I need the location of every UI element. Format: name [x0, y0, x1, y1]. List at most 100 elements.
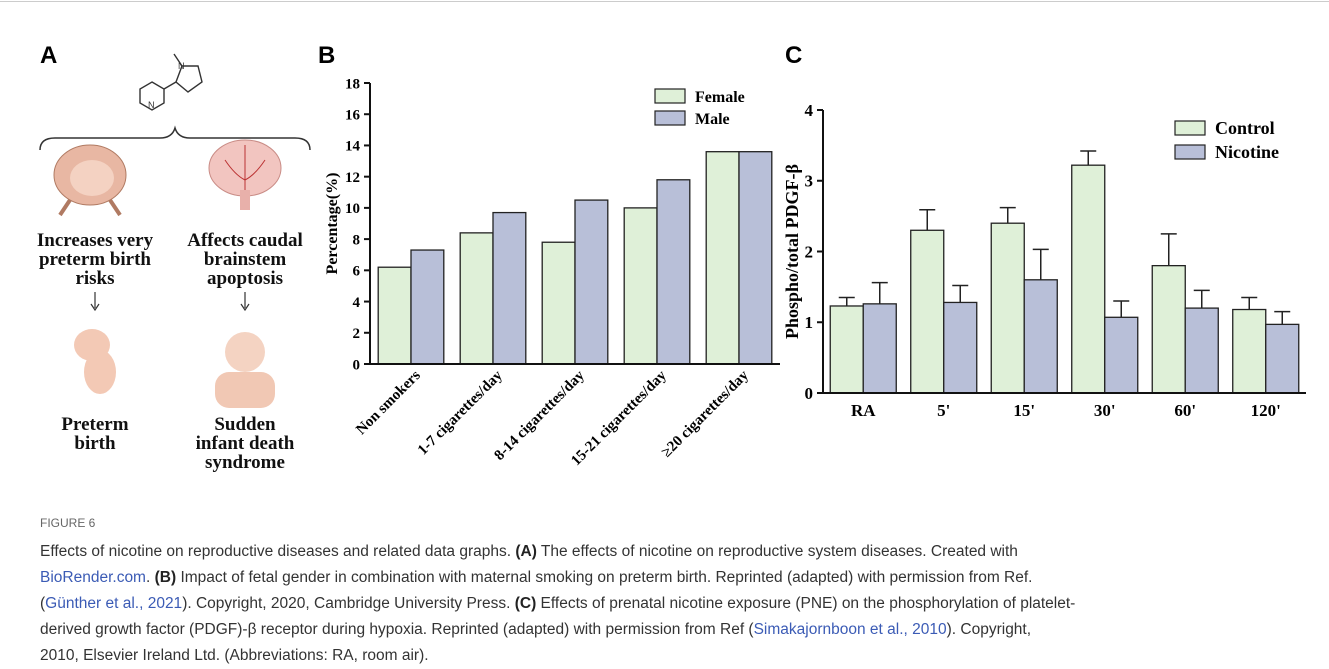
bar	[943, 301, 978, 394]
caption-link[interactable]: BioRender.com	[40, 569, 146, 586]
bar	[1104, 316, 1139, 394]
x-tick-label: 1-7 cigarettes/day	[415, 367, 506, 458]
caption-text: 2010, Elsevier Ireland Ltd. (Abbreviatio…	[40, 647, 429, 664]
figure-label: FIGURE 6	[40, 516, 96, 530]
legend-label: Nicotine	[1215, 142, 1279, 162]
fetus-icon	[74, 329, 116, 394]
caption-ref: (B)	[154, 569, 177, 586]
caption-link[interactable]: Günther et al., 2021	[45, 595, 183, 612]
x-tick-label: 30'	[1094, 401, 1116, 420]
panel-label: B	[318, 42, 335, 69]
y-tick-label: 0	[805, 384, 814, 403]
effect-text: apoptosis	[207, 268, 283, 289]
y-axis-label: Phospho/total PDGF-β	[782, 164, 802, 339]
x-tick-label: 60'	[1174, 401, 1196, 420]
bar	[738, 151, 773, 365]
error-bar	[919, 209, 936, 231]
caption-ref: (A)	[515, 543, 537, 560]
legend-swatch	[654, 110, 686, 126]
bar	[990, 222, 1025, 394]
bar	[862, 303, 897, 394]
y-tick-label: 2	[805, 242, 814, 261]
effect-text: preterm birth	[39, 249, 151, 270]
x-tick-label: RA	[851, 401, 876, 420]
y-tick-label: 4	[805, 101, 814, 120]
bar	[910, 229, 945, 394]
outcome-text: Sudden	[214, 414, 276, 435]
y-tick-label: 8	[353, 232, 361, 248]
bar	[492, 211, 527, 365]
effect-text: brainstem	[204, 249, 287, 270]
caption-line: derived growth factor (PDGF)-β receptor …	[40, 617, 1075, 643]
caption: FIGURE 6 Effects of nicotine on reproduc…	[40, 516, 1075, 669]
bar	[459, 232, 494, 365]
y-tick-label: 1	[805, 313, 814, 332]
caption-line: (Günther et al., 2021). Copyright, 2020,…	[40, 591, 1075, 617]
nicotine-molecule: N N	[139, 53, 203, 111]
caption-ref: (C)	[514, 595, 537, 612]
bar	[1071, 164, 1106, 394]
arrows	[90, 292, 250, 312]
caption-text: Effects of prenatal nicotine exposure (P…	[536, 595, 1076, 612]
y-tick-label: 12	[345, 170, 360, 186]
figure: A N N Increases very preterm birth risks…	[0, 1, 1329, 473]
bar	[541, 241, 576, 365]
error-bar	[952, 284, 969, 303]
bar	[1232, 308, 1267, 394]
caption-link[interactable]: Simakajornboon et al., 2010	[753, 621, 947, 638]
y-tick-label: 6	[353, 264, 361, 280]
error-bar	[1113, 300, 1130, 318]
y-tick-label: 14	[345, 139, 361, 155]
x-tick-label: ≥20 cigarettes/day	[659, 367, 753, 461]
outcome-text: infant death	[196, 433, 295, 454]
bar	[410, 249, 445, 365]
svg-text:N: N	[148, 100, 155, 110]
outcome-text: birth	[74, 433, 116, 454]
brace	[39, 125, 311, 151]
bar	[623, 207, 658, 365]
caption-text: Effects of nicotine on reproductive dise…	[40, 543, 516, 560]
y-tick-label: 18	[345, 76, 360, 92]
outcome-text: Preterm	[61, 414, 128, 435]
caption-text: The effects of nicotine on reproductive …	[536, 543, 1018, 560]
caption-text: ). Copyright,	[946, 621, 1032, 638]
caption-text: (	[40, 595, 46, 612]
error-bar	[1080, 150, 1097, 166]
effect-text: Affects caudal	[187, 230, 303, 251]
error-bar	[1032, 248, 1049, 280]
y-tick-label: 0	[353, 357, 361, 373]
bar	[1265, 323, 1300, 394]
x-tick-label: Non smokers	[353, 367, 424, 438]
bar	[1184, 307, 1219, 394]
legend-swatch	[654, 88, 686, 104]
error-bar	[1160, 233, 1177, 266]
y-tick-label: 10	[345, 201, 360, 217]
legend-label: Female	[695, 89, 745, 106]
caption-text: Impact of fetal gender in combination wi…	[176, 569, 1033, 586]
error-bar	[1193, 289, 1210, 309]
uterus-icon	[53, 144, 127, 217]
caption-line: BioRender.com. (B) Impact of fetal gende…	[40, 565, 1075, 591]
error-bar	[999, 206, 1016, 224]
y-axis-label: Percentage(%)	[324, 173, 341, 275]
caption-line: 2010, Elsevier Ireland Ltd. (Abbreviatio…	[40, 643, 1075, 669]
caption-line: Effects of nicotine on reproductive dise…	[40, 539, 1075, 565]
legend-swatch	[1174, 120, 1206, 136]
bar	[1023, 279, 1058, 394]
bar	[656, 179, 691, 365]
outcome-text: syndrome	[205, 452, 285, 473]
panel-label: A	[40, 42, 57, 69]
x-tick-label: 8-14 cigarettes/day	[492, 367, 589, 464]
x-tick-label: 120'	[1251, 401, 1281, 420]
brain-icon	[208, 139, 282, 210]
y-tick-label: 4	[353, 295, 361, 311]
infant-icon	[215, 332, 275, 408]
panel-label: C	[785, 42, 802, 69]
effect-text: Increases very	[37, 230, 154, 251]
legend-label: Control	[1215, 118, 1275, 138]
legend-label: Male	[695, 111, 730, 128]
bar	[1151, 264, 1186, 394]
y-tick-label: 3	[805, 172, 814, 191]
effect-text: risks	[75, 268, 114, 289]
